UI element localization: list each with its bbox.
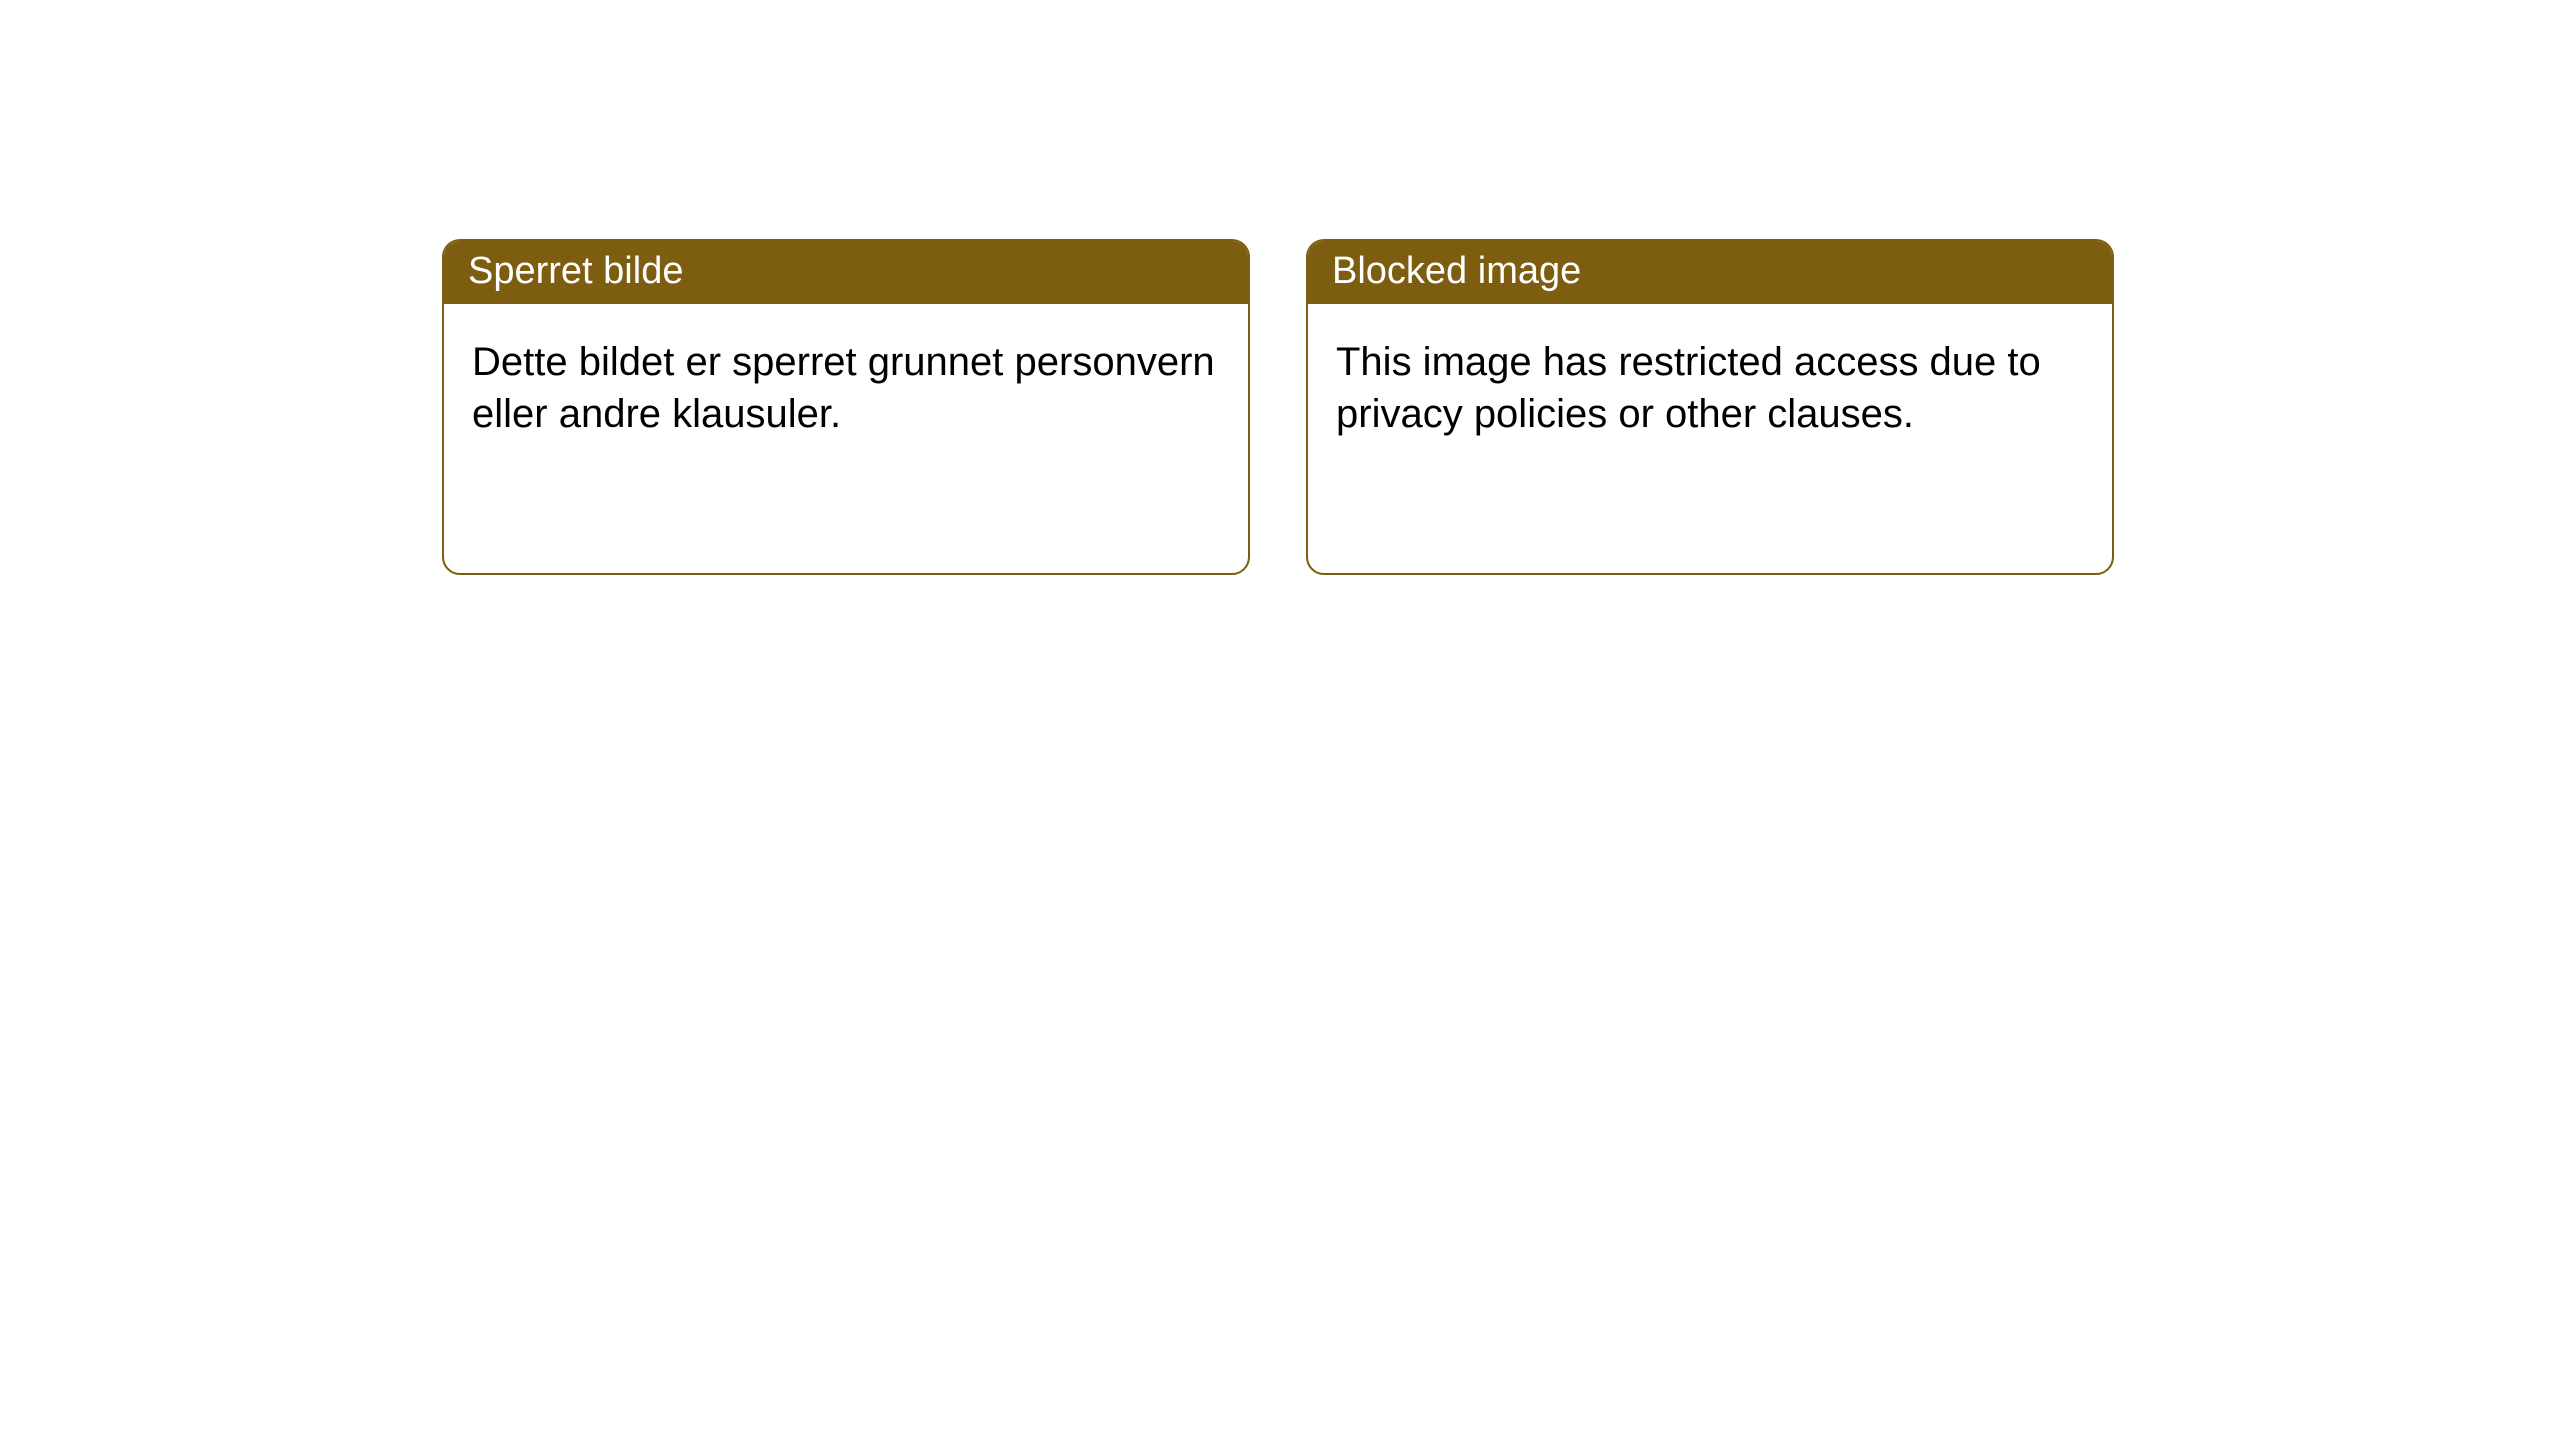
card-body-no: Dette bildet er sperret grunnet personve… — [444, 304, 1248, 472]
blocked-image-card-en: Blocked image This image has restricted … — [1306, 239, 2114, 575]
cards-container: Sperret bilde Dette bildet er sperret gr… — [442, 239, 2114, 575]
card-body-en: This image has restricted access due to … — [1308, 304, 2112, 472]
blocked-image-card-no: Sperret bilde Dette bildet er sperret gr… — [442, 239, 1250, 575]
card-header-no: Sperret bilde — [444, 241, 1248, 304]
card-header-en: Blocked image — [1308, 241, 2112, 304]
